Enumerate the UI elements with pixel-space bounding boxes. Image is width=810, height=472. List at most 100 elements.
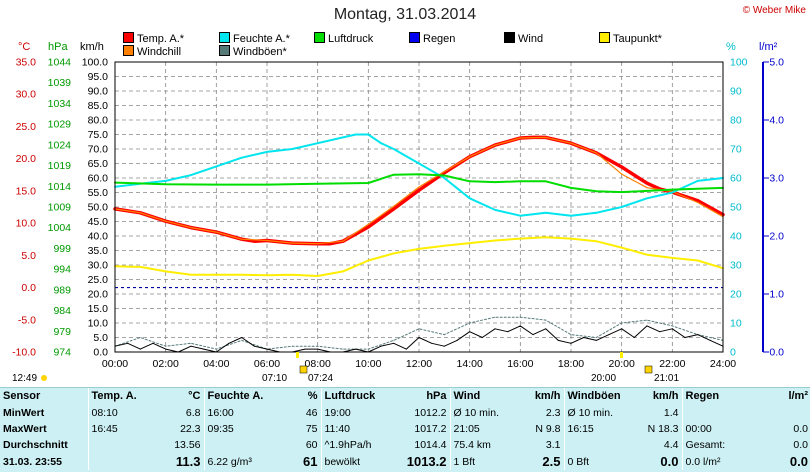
humidity-tick-label: 10 — [730, 318, 742, 330]
wind-tick-label: 95.0 — [88, 71, 109, 83]
sun-icon — [41, 375, 47, 381]
data-point — [443, 345, 445, 347]
wind-tick-label: 45.0 — [88, 216, 109, 228]
humidity-tick-label: 30 — [730, 260, 742, 272]
data-point — [697, 180, 699, 182]
data-point — [519, 325, 521, 327]
data-point — [456, 339, 458, 341]
stats-cell: MaxWert — [3, 422, 47, 435]
temp-tick-label: 35.0 — [16, 57, 37, 69]
legend-label-pressure: Luftdruck — [328, 33, 374, 45]
pressure-axis-unit: hPa — [48, 41, 68, 53]
wind-tick-label: 70.0 — [88, 144, 109, 156]
legend-swatch-temp — [123, 32, 134, 43]
chart-title: Montag, 31.03.2014 — [333, 6, 477, 23]
pressure-tick-label: 1029 — [48, 119, 72, 131]
data-point — [494, 181, 496, 183]
data-point — [671, 257, 673, 259]
data-point — [570, 334, 572, 336]
stats-cell: 2.5 — [542, 454, 561, 470]
stats-row-current: 31.03. 23:55 11.3 6.22 g/m³ 61 bewölkt 1… — [0, 453, 810, 470]
data-point — [519, 215, 521, 217]
wind-tick-label: 60.0 — [88, 173, 109, 185]
data-point — [380, 142, 382, 144]
x-tick-label: 08:00 — [305, 358, 331, 370]
data-point — [393, 205, 395, 207]
data-point — [545, 212, 547, 214]
data-point — [469, 197, 471, 199]
temp-tick-label: -5.0 — [18, 314, 36, 326]
stats-cell — [87, 437, 158, 454]
data-point — [469, 242, 471, 244]
data-point — [595, 240, 597, 242]
pressure-tick-label: 1009 — [48, 202, 72, 214]
data-point — [671, 189, 673, 191]
data-point — [621, 191, 623, 193]
data-point — [393, 208, 395, 210]
pressure-tick-label: 1034 — [48, 98, 72, 110]
stats-cell: 6.22 g/m³ — [203, 453, 276, 470]
stats-cell: 60 — [305, 439, 318, 452]
data-point — [418, 248, 420, 250]
legend-humidity: Feuchte A.* — [219, 32, 290, 45]
data-point — [494, 209, 496, 211]
data-point — [342, 136, 344, 138]
data-point — [241, 238, 243, 240]
data-point — [342, 348, 344, 350]
stats-cell: 00:00 — [681, 420, 756, 438]
stats-cell: N 9.8 — [535, 422, 561, 435]
pressure-tick-label: 1039 — [48, 77, 72, 89]
stats-header-cell: km/h — [534, 390, 561, 403]
data-point — [165, 348, 167, 350]
data-point — [291, 148, 293, 150]
data-point — [671, 191, 673, 194]
stats-cell — [756, 404, 810, 420]
stats-cell: 11:40 — [320, 420, 396, 438]
stats-row-min: MinWert 08:10 6.8 16:00 46 19:00 1012.2 … — [0, 404, 810, 421]
sunset2-label: 21:01 — [654, 373, 680, 384]
humidity-tick-label: 40 — [730, 231, 742, 243]
sunset-icon — [644, 365, 653, 374]
data-point — [367, 182, 369, 184]
stats-cell: 11.3 — [175, 454, 201, 470]
stats-cell: 4.4 — [663, 439, 679, 452]
rain-axis-unit: l/m² — [759, 41, 778, 53]
data-point — [646, 325, 648, 327]
stats-header-cell: Sensor — [3, 390, 41, 403]
wind-tick-label: 100.0 — [82, 57, 108, 69]
stats-cell: 61 — [303, 454, 318, 470]
stats-row-avg: Durchschnitt 13.56 60 ^1.9hPa/h 1014.4 7… — [0, 437, 810, 454]
legend-label-wind: Wind — [518, 33, 544, 45]
data-point — [684, 336, 686, 339]
wind-tick-label: 15.0 — [88, 303, 109, 315]
data-point — [494, 239, 496, 242]
data-point — [380, 345, 382, 347]
data-point — [266, 151, 268, 153]
data-point — [570, 187, 572, 189]
data-point — [646, 319, 648, 321]
data-point — [443, 177, 445, 179]
data-point — [545, 328, 547, 330]
data-point — [139, 348, 141, 350]
data-point — [190, 227, 192, 229]
data-point — [393, 342, 395, 344]
data-point — [545, 236, 547, 238]
x-tick-label: 00:00 — [102, 358, 128, 370]
stats-cell: Durchschnitt — [3, 439, 68, 452]
data-point — [709, 339, 711, 341]
legend-temp: Temp. A.* — [123, 32, 184, 45]
data-point — [418, 336, 420, 339]
data-point — [443, 334, 445, 336]
sunset-marker — [620, 352, 623, 358]
rain-tick-label: 2.0 — [769, 231, 784, 243]
plot-frame — [114, 61, 724, 353]
data-point — [266, 239, 268, 242]
legend-label-rain: Regen — [423, 33, 456, 45]
legend-pressure: Luftdruck — [314, 32, 373, 45]
data-point — [671, 325, 673, 327]
data-point — [608, 334, 610, 336]
data-point — [545, 180, 547, 182]
data-point — [215, 231, 217, 233]
data-point — [317, 243, 319, 245]
data-point — [481, 336, 483, 339]
